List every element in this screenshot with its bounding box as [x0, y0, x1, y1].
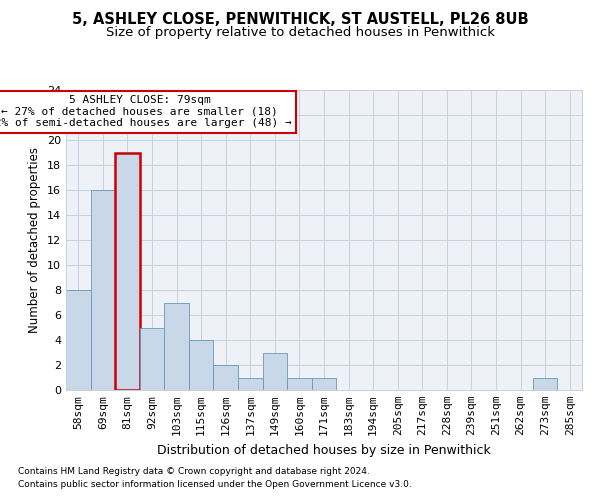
Bar — [287, 378, 312, 390]
Text: 5, ASHLEY CLOSE, PENWITHICK, ST AUSTELL, PL26 8UB: 5, ASHLEY CLOSE, PENWITHICK, ST AUSTELL,… — [71, 12, 529, 28]
Bar — [263, 352, 287, 390]
Bar — [164, 302, 189, 390]
Bar — [91, 190, 115, 390]
Text: Size of property relative to detached houses in Penwithick: Size of property relative to detached ho… — [106, 26, 494, 39]
Text: Contains public sector information licensed under the Open Government Licence v3: Contains public sector information licen… — [18, 480, 412, 489]
Bar — [533, 378, 557, 390]
Text: 5 ASHLEY CLOSE: 79sqm
← 27% of detached houses are smaller (18)
72% of semi-deta: 5 ASHLEY CLOSE: 79sqm ← 27% of detached … — [0, 95, 292, 128]
Bar — [214, 365, 238, 390]
X-axis label: Distribution of detached houses by size in Penwithick: Distribution of detached houses by size … — [157, 444, 491, 456]
Bar — [115, 152, 140, 390]
Bar — [140, 328, 164, 390]
Bar — [312, 378, 336, 390]
Text: Contains HM Land Registry data © Crown copyright and database right 2024.: Contains HM Land Registry data © Crown c… — [18, 467, 370, 476]
Bar — [189, 340, 214, 390]
Bar — [66, 290, 91, 390]
Bar — [238, 378, 263, 390]
Y-axis label: Number of detached properties: Number of detached properties — [28, 147, 41, 333]
